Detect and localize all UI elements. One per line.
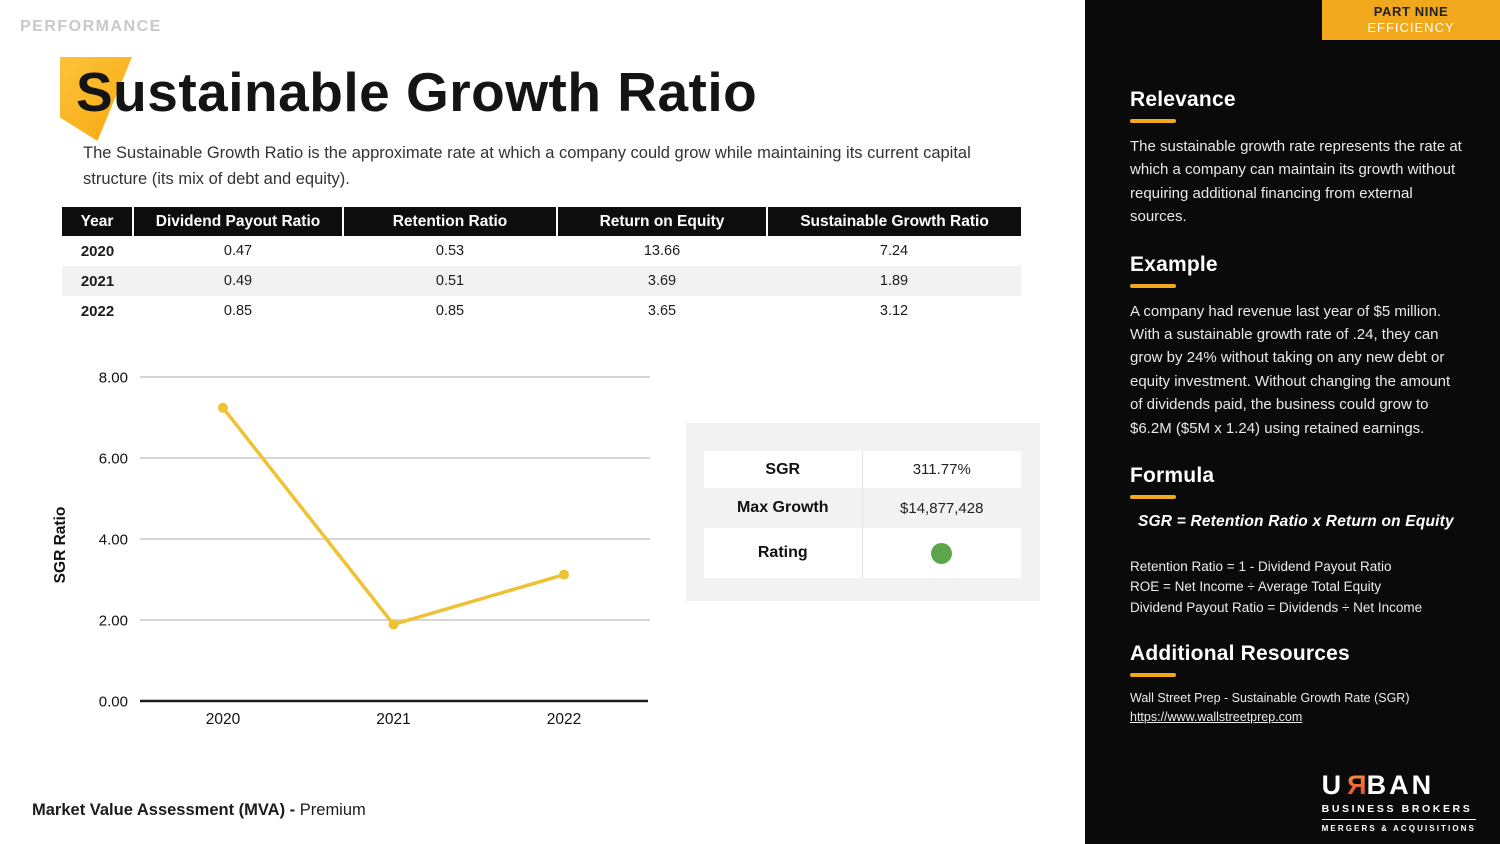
example-section: Example A company had revenue last year … xyxy=(1130,253,1470,440)
x-tick-label: 2021 xyxy=(376,711,410,728)
data-point-marker xyxy=(388,619,399,630)
table-value-cell: 0.85 xyxy=(435,303,465,319)
summary-label: Max Growth xyxy=(704,488,863,528)
data-point-marker xyxy=(559,569,569,580)
example-heading: Example xyxy=(1130,252,1218,276)
data-point-marker xyxy=(218,402,228,413)
sgr-series-line xyxy=(221,406,566,627)
y-tick-label: 6.00 xyxy=(99,451,128,468)
summary-row: Max Growth $14,877,428 xyxy=(704,488,1021,528)
table-value-cell: 7.24 xyxy=(879,243,909,259)
relevance-section: Relevance The sustainable growth rate re… xyxy=(1130,88,1470,229)
formula-sub-line: Dividend Payout Ratio = Dividends ÷ Net … xyxy=(1130,599,1423,615)
logo-urban-post: BAN xyxy=(1366,770,1435,800)
main-content-area: PERFORMANCE Sustainable Growth Ratio The… xyxy=(20,18,1040,820)
sgr-line-chart-svg: 0.00 2.00 4.00 6.00 8.00 2020 2021 2022 SGR Rati… xyxy=(52,370,650,728)
resources-section: Additional Resources Wall Street Prep - … xyxy=(1130,642,1470,725)
table-row: 2022 0.85 0.85 3.65 3.12 xyxy=(62,296,1021,326)
x-tick-label: 2022 xyxy=(547,711,581,728)
sidebar-content: Relevance The sustainable growth rate re… xyxy=(1130,88,1470,750)
table-header-cell: Sustainable Growth Ratio xyxy=(767,207,1021,236)
logo-tagline: MERGERS & ACQUISITIONS xyxy=(1321,824,1476,833)
table-header-cell: Return on Equity xyxy=(557,207,768,236)
summary-row: SGR 311.77% xyxy=(704,451,1021,488)
example-underline xyxy=(1130,283,1176,288)
logo-wordmark: URBAN xyxy=(1321,770,1476,800)
table-header-cell: Year xyxy=(62,207,134,236)
table-header-cell: Retention Ratio xyxy=(343,207,558,236)
table-year-cell: 2020 xyxy=(80,242,115,260)
sgr-summary-panel: SGR 311.77% Max Growth $14,877,428 Rating xyxy=(686,423,1040,601)
relevance-body: The sustainable growth rate represents t… xyxy=(1130,138,1462,226)
table-value-cell: 0.51 xyxy=(435,273,465,289)
page-title: Sustainable Growth Ratio xyxy=(76,61,758,123)
table-year-cell: 2021 xyxy=(80,272,115,290)
y-tick-label: 8.00 xyxy=(99,370,128,387)
logo-subtitle: BUSINESS BROKERS xyxy=(1321,803,1476,820)
resource-name: Wall Street Prep - Sustainable Growth Ra… xyxy=(1130,691,1410,706)
table-value-cell: 0.47 xyxy=(223,243,253,259)
relevance-underline xyxy=(1130,119,1176,123)
sgr-data-table: Year Dividend Payout Ratio Retention Ratio… xyxy=(62,207,1021,326)
part-badge: PART NINE EFFICIENCY xyxy=(1322,0,1500,40)
part-badge-title: PART NINE xyxy=(1373,3,1449,19)
table-header: Year Dividend Payout Ratio Retention Ratio… xyxy=(62,207,1021,236)
table-header-cell: Dividend Payout Ratio xyxy=(133,207,344,236)
rating-status-dot xyxy=(931,542,953,564)
table-value-cell: 3.69 xyxy=(647,273,677,289)
resources-heading: Additional Resources xyxy=(1130,642,1350,666)
section-eyebrow: PERFORMANCE xyxy=(20,18,162,35)
x-tick-label: 2020 xyxy=(206,711,241,728)
table-year-cell: 2022 xyxy=(80,302,115,320)
table-value-cell: 0.49 xyxy=(223,273,253,289)
y-tick-label: 2.00 xyxy=(99,613,128,630)
formula-heading: Formula xyxy=(1130,463,1215,487)
formula-sub-lines: Retention Ratio = 1 - Dividend Payout Ra… xyxy=(1130,557,1470,619)
sgr-summary-table: SGR 311.77% Max Growth $14,877,428 Rating xyxy=(704,451,1021,578)
summary-value: 311.77% xyxy=(912,461,971,478)
formula-sub-line: Retention Ratio = 1 - Dividend Payout Ra… xyxy=(1130,558,1392,574)
footer-note: Market Value Assessment (MVA) - Premium xyxy=(32,801,366,820)
table-value-cell: 3.12 xyxy=(879,303,909,319)
logo-mirrored-r: R xyxy=(1344,770,1367,800)
table-row: 2021 0.49 0.51 3.69 1.89 xyxy=(62,266,1021,296)
summary-value xyxy=(863,542,1022,564)
page-description: The Sustainable Growth Ratio is the appr… xyxy=(83,144,971,189)
formula-section: Formula SGR = Retention Ratio x Return o… xyxy=(1130,464,1470,619)
summary-row: Rating xyxy=(704,528,1021,578)
summary-value: $14,877,428 xyxy=(900,499,984,517)
y-axis-title: SGR Ratio xyxy=(52,507,69,584)
urban-business-brokers-logo: URBAN BUSINESS BROKERS MERGERS & ACQUISI… xyxy=(1321,770,1476,833)
table-value-cell: 1.89 xyxy=(879,273,909,289)
table-value-cell: 3.65 xyxy=(647,303,677,319)
footer-regular-text: Premium xyxy=(299,801,366,819)
summary-label: Rating xyxy=(704,528,863,578)
formula-underline xyxy=(1130,494,1176,499)
formula-sub-line: ROE = Net Income ÷ Average Total Equity xyxy=(1130,579,1382,595)
summary-label: SGR xyxy=(704,451,863,488)
part-badge-subtitle: EFFICIENCY xyxy=(1367,20,1455,35)
formula-main: SGR = Retention Ratio x Return on Equity xyxy=(1138,512,1454,530)
footer-bold-text: Market Value Assessment (MVA) - xyxy=(32,801,300,819)
table-value-cell: 0.85 xyxy=(223,303,253,319)
relevance-heading: Relevance xyxy=(1130,88,1236,111)
example-body: A company had revenue last year of $5 mi… xyxy=(1130,302,1451,437)
table-row: 2020 0.47 0.53 13.66 7.24 xyxy=(62,236,1021,266)
sidebar: PART NINE EFFICIENCY Relevance The susta… xyxy=(1085,0,1500,844)
logo-urban-pre: U xyxy=(1321,770,1345,800)
table-value-cell: 0.53 xyxy=(435,243,465,259)
y-tick-label: 4.00 xyxy=(99,532,128,549)
y-tick-label: 0.00 xyxy=(99,694,128,711)
table-value-cell: 13.66 xyxy=(643,243,681,259)
sgr-line-chart: 0.00 2.00 4.00 6.00 8.00 2020 2021 2022 SGR Rati… xyxy=(30,347,690,747)
resources-underline xyxy=(1130,673,1176,678)
resource-link[interactable]: https://www.wallstreetprep.com xyxy=(1130,709,1303,724)
